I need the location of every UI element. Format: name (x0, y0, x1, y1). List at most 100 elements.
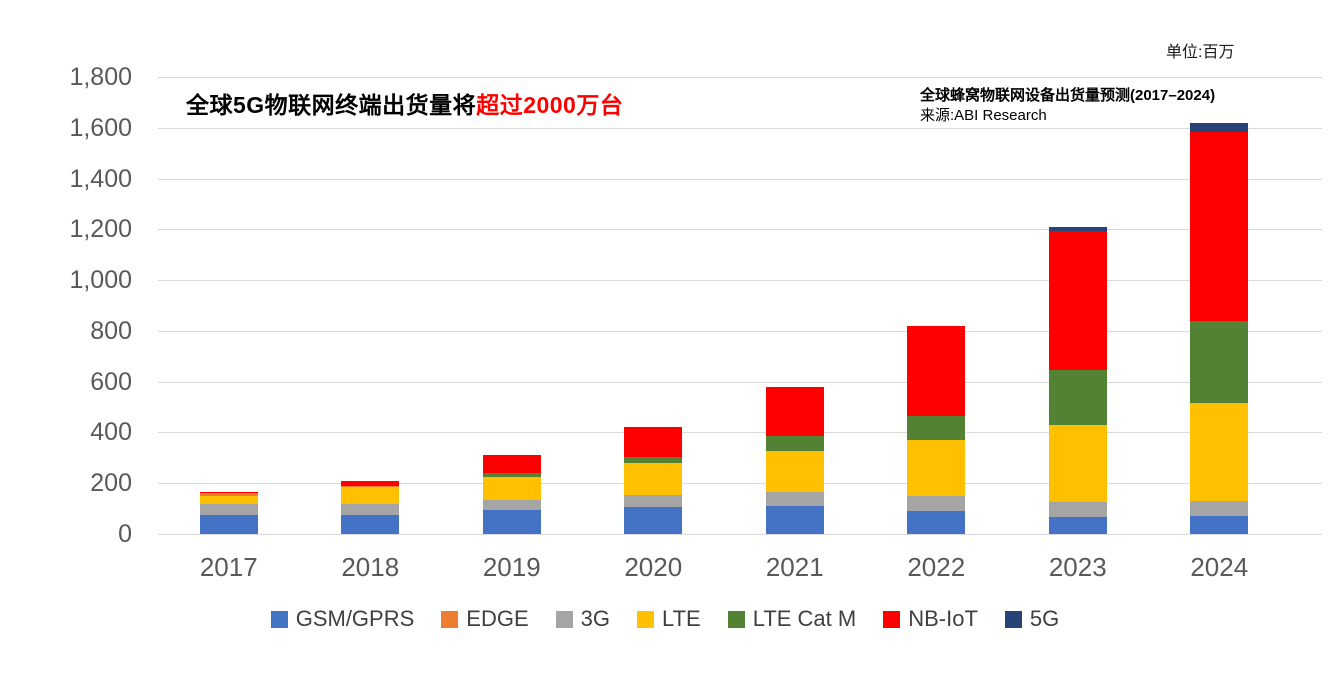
x-tick-2018: 2018 (341, 552, 400, 582)
legend-item-NBIoT: NB-IoT (883, 606, 978, 632)
y-tick-800: 800 (90, 316, 132, 345)
bar-segment-3G-2021 (765, 492, 824, 507)
gridline-1000 (158, 280, 1322, 282)
y-tick-1400: 1,400 (69, 164, 132, 193)
bar-segment-NBIoT-2019 (482, 455, 541, 474)
bar-segment-3G-2020 (624, 494, 683, 508)
bar-segment-GSMGPRS-2021 (765, 506, 824, 534)
legend-item-3G: 3G (555, 606, 610, 632)
y-tick-1600: 1,600 (69, 113, 132, 142)
bar-segment-3G-2017 (199, 504, 258, 515)
bar-segment-NBIoT-2020 (624, 427, 683, 457)
y-tick-1800: 1,800 (69, 63, 132, 91)
legend-label: NB-IoT (908, 606, 978, 631)
legend-item-LTECatM: LTE Cat M (727, 606, 857, 632)
bar-segment-3G-2024 (1190, 500, 1249, 517)
legend: GSM/GPRS EDGE 3G LTE LTE Cat M NB-IoT 5G (0, 606, 1330, 632)
x-tick-2020: 2020 (624, 552, 683, 582)
bar-segment-LTECatM-2024 (1190, 320, 1249, 404)
bar-segment-LTE-2019 (482, 476, 541, 500)
bar-segment-NBIoT-2018 (341, 480, 400, 486)
bar-segment-GSMGPRS-2017 (199, 514, 258, 534)
bar-segment-5G-2024 (1190, 122, 1249, 132)
note-title: 全球蜂窝物联网设备出货量预测(2017–2024) (920, 87, 1216, 104)
gridline-200 (158, 483, 1322, 485)
y-tick-600: 600 (90, 367, 132, 396)
bar-segment-NBIoT-2021 (765, 386, 824, 437)
gridline-1200 (158, 229, 1322, 231)
chart-headline: 全球5G物联网终端出货量将超过2000万台 (186, 86, 623, 120)
legend-label: EDGE (466, 606, 529, 631)
bar-segment-LTECatM-2022 (907, 415, 966, 441)
legend-swatch-icon (555, 610, 573, 628)
bar-segment-LTE-2018 (341, 487, 400, 504)
chart-headline-black: 全球5G物联网终端出货量将 (186, 92, 477, 118)
bar-segment-NBIoT-2024 (1190, 131, 1249, 321)
bar-segment-GSMGPRS-2018 (341, 514, 400, 534)
bar-segment-LTE-2023 (1048, 424, 1107, 503)
legend-label: 3G (580, 606, 610, 631)
bar-segment-GSMGPRS-2022 (907, 511, 966, 534)
x-tick-2023: 2023 (1048, 552, 1107, 582)
y-tick-1200: 1,200 (69, 215, 132, 244)
legend-swatch-icon (727, 610, 745, 628)
legend-item-5G: 5G (1004, 606, 1060, 632)
gridline-1600 (158, 127, 1322, 129)
legend-label: 5G (1029, 606, 1060, 631)
legend-swatch-icon (637, 610, 654, 628)
y-tick-400: 400 (90, 418, 132, 447)
x-tick-2017: 2017 (199, 552, 258, 582)
gridline-0 (158, 534, 1322, 535)
bar-segment-EDGE-2017 (199, 493, 258, 497)
x-tick-2024: 2024 (1190, 552, 1249, 582)
legend-label: LTE (662, 606, 701, 631)
bar-segment-3G-2022 (907, 495, 966, 512)
legend-label: LTE Cat M (752, 606, 857, 631)
bar-segment-LTECatM-2021 (765, 436, 824, 452)
bar-segment-LTECatM-2020 (624, 456, 683, 463)
legend-swatch-icon (441, 610, 459, 628)
bar-segment-GSMGPRS-2019 (482, 509, 541, 534)
y-tick-0: 0 (118, 520, 132, 548)
y-tick-200: 200 (90, 469, 132, 498)
gridline-400 (158, 432, 1322, 434)
gridline-1800 (158, 77, 1322, 78)
chart-note: 全球蜂窝物联网设备出货量预测(2017–2024) 来源:ABI Researc… (920, 86, 1215, 126)
legend-swatch-icon (883, 610, 901, 628)
bar-segment-NBIoT-2023 (1048, 230, 1107, 371)
gridline-600 (158, 381, 1322, 383)
legend-swatch-icon (270, 610, 288, 628)
x-tick-2022: 2022 (907, 552, 966, 582)
bar-segment-NBIoT-2017 (199, 491, 258, 494)
legend-item-LTE: LTE (637, 606, 701, 632)
bar-segment-LTE-2021 (765, 451, 824, 493)
y-tick-1000: 1,000 (69, 266, 132, 295)
bar-segment-GSMGPRS-2023 (1048, 517, 1107, 534)
gridline-800 (158, 330, 1322, 332)
bar-segment-3G-2019 (482, 499, 541, 510)
legend-item-GSMGPRS: GSM/GPRS (270, 606, 415, 632)
bar-segment-GSMGPRS-2020 (624, 507, 683, 534)
legend-swatch-icon (1004, 610, 1022, 628)
legend-item-EDGE: EDGE (441, 606, 529, 632)
bar-segment-LTE-2017 (199, 496, 258, 505)
bar-segment-LTE-2024 (1190, 403, 1249, 501)
note-source: 来源:ABI Research (920, 107, 1047, 124)
bar-segment-LTE-2020 (624, 462, 683, 495)
bar-segment-LTECatM-2019 (482, 473, 541, 477)
bar-segment-EDGE-2018 (341, 485, 400, 488)
bar-segment-5G-2023 (1048, 226, 1107, 231)
chart-headline-red: 超过2000万台 (476, 92, 624, 118)
legend-label: GSM/GPRS (295, 606, 415, 631)
x-tick-2021: 2021 (765, 552, 824, 582)
x-tick-2019: 2019 (482, 552, 541, 582)
unit-label: 单位:百万 (1166, 44, 1235, 61)
bar-segment-GSMGPRS-2024 (1190, 516, 1249, 534)
bar-segment-NBIoT-2022 (907, 325, 966, 416)
bar-segment-LTECatM-2023 (1048, 370, 1107, 425)
bar-segment-3G-2018 (341, 503, 400, 515)
bar-segment-LTE-2022 (907, 440, 966, 496)
bar-segment-3G-2023 (1048, 502, 1107, 518)
gridline-1400 (158, 178, 1322, 180)
